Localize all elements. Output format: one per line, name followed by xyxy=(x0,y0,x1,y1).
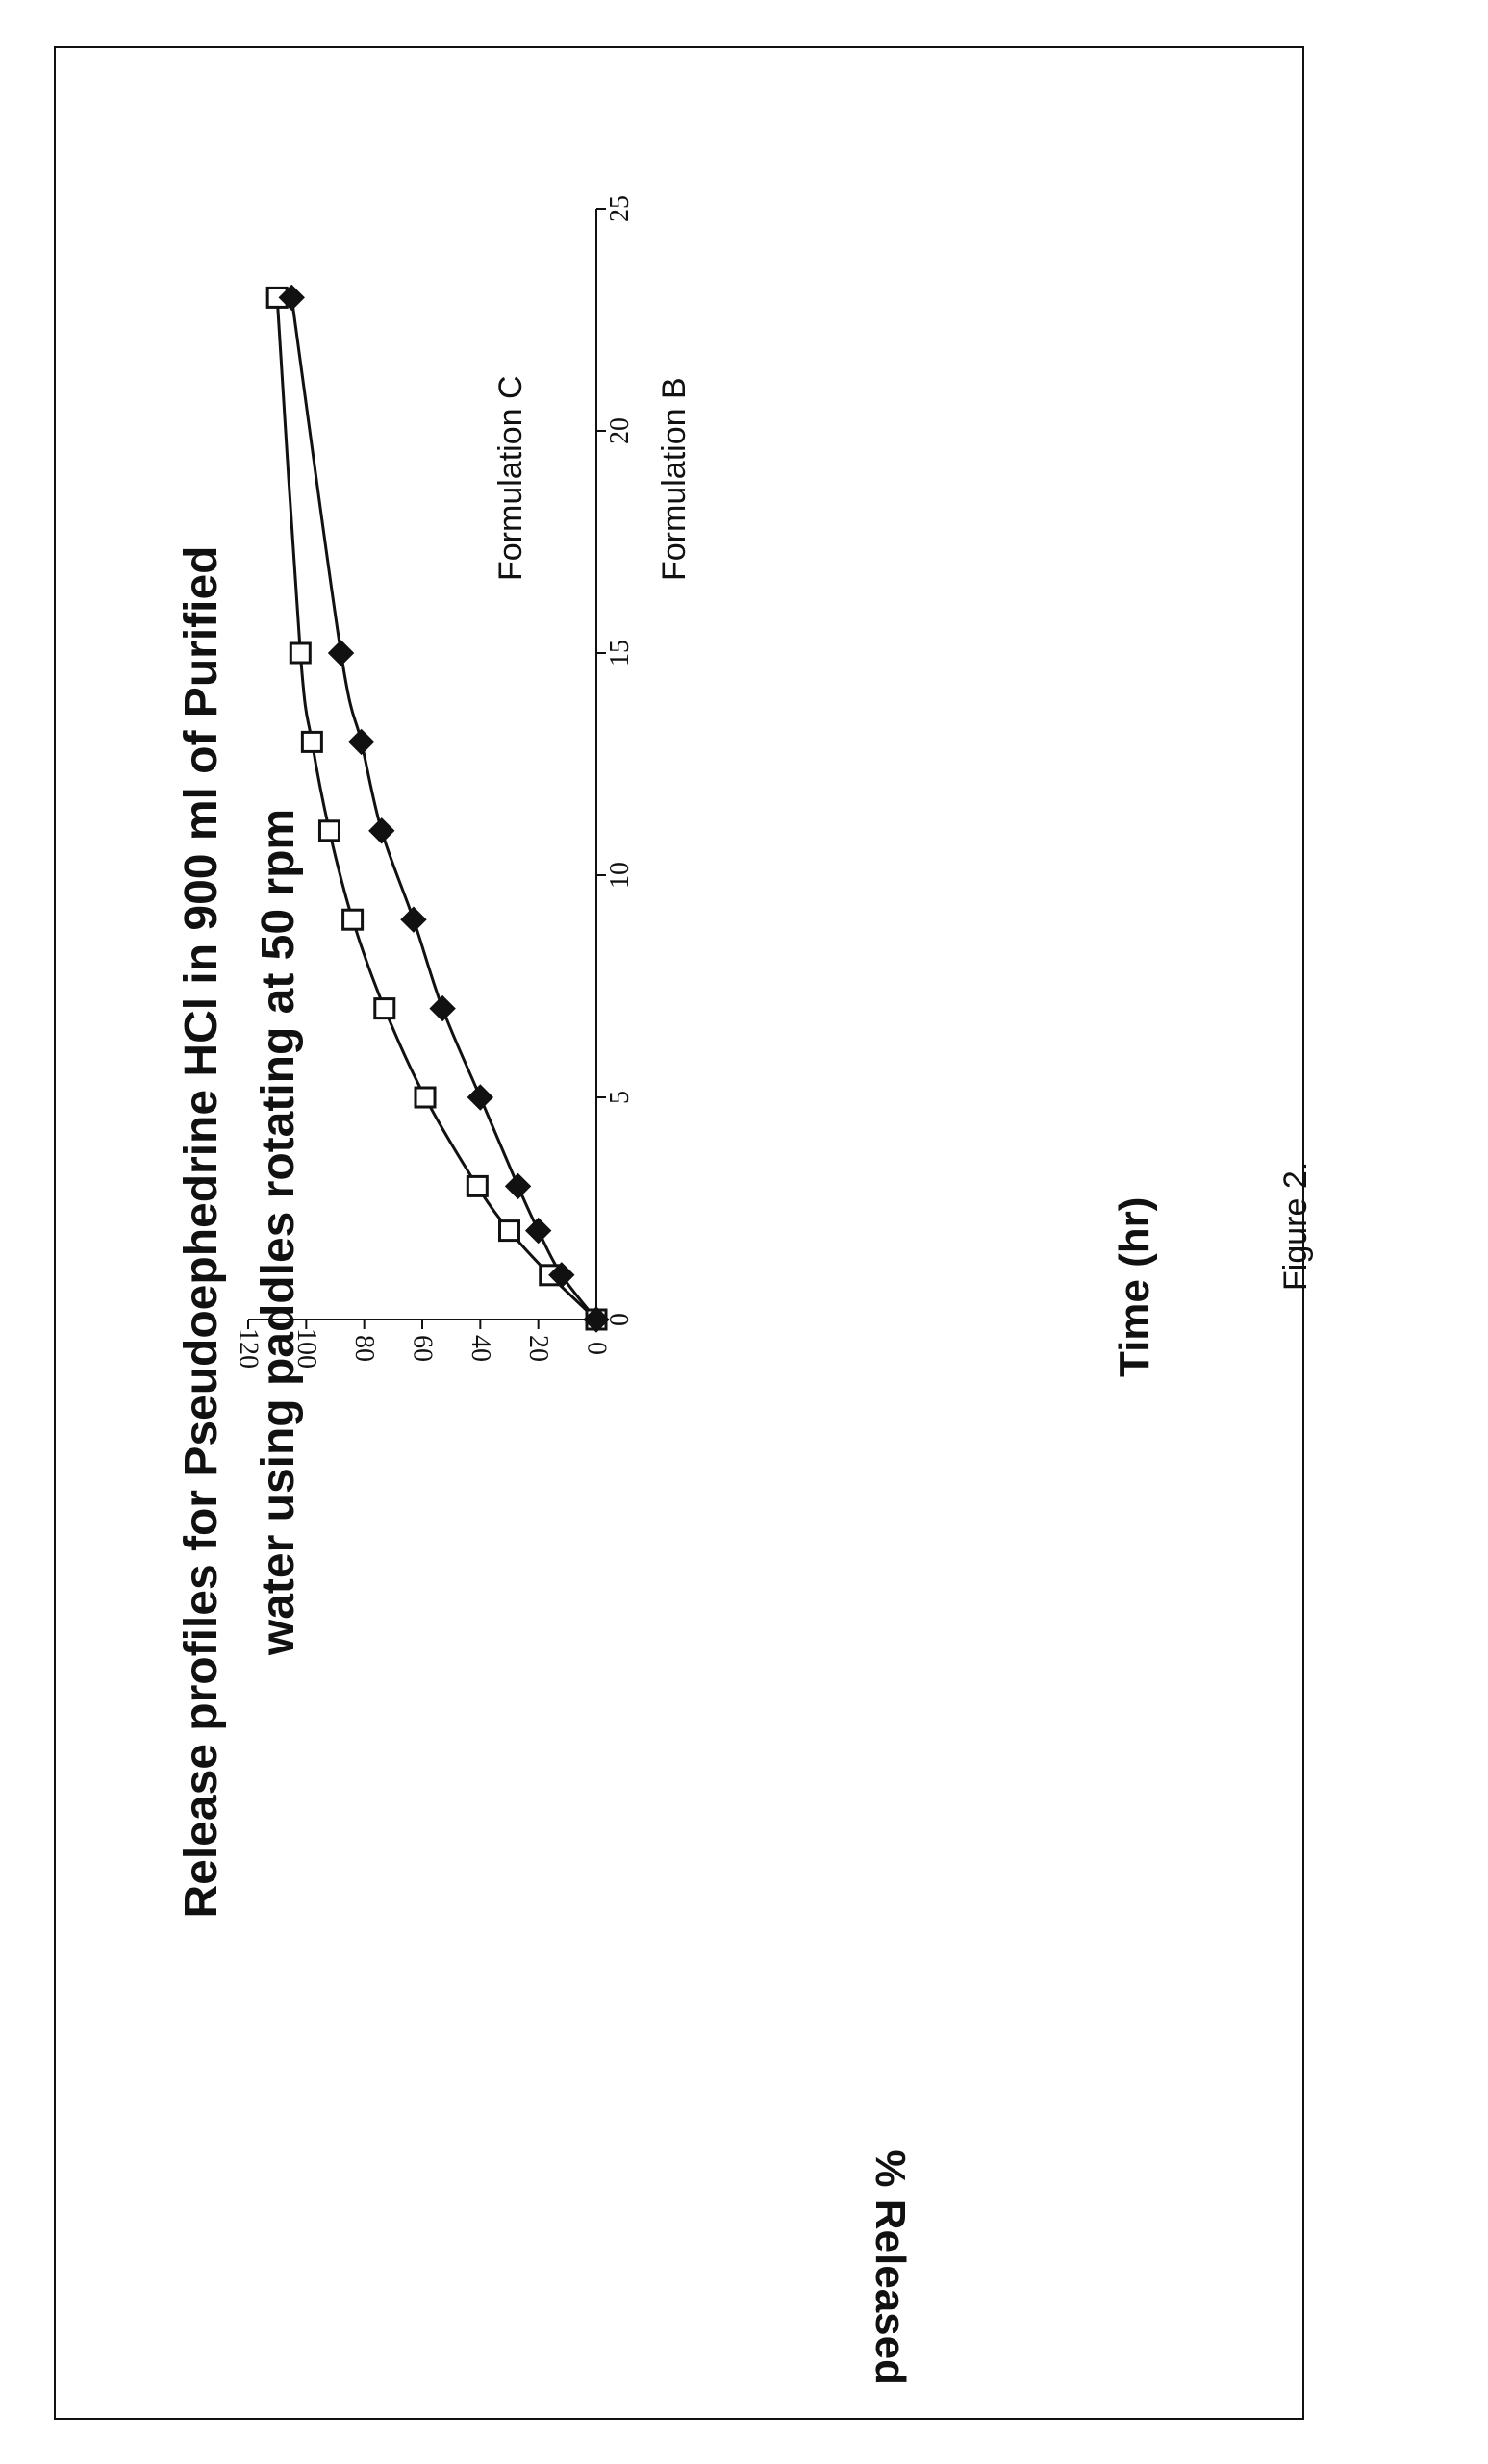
x-tick-label: 10 xyxy=(605,862,635,889)
y-axis-title: % Released xyxy=(866,2150,914,2385)
data-point-diamond xyxy=(467,1085,492,1110)
series-markers xyxy=(267,285,609,1332)
y-tick-label: 20 xyxy=(523,1335,553,1362)
y-tick-label-group: 40 xyxy=(466,1335,495,1362)
data-point-square xyxy=(319,821,339,841)
data-point-diamond xyxy=(369,818,394,843)
data-point-square xyxy=(467,1176,487,1195)
data-point-diamond xyxy=(526,1219,551,1244)
data-point-square xyxy=(416,1088,435,1107)
y-tick-label-group: 80 xyxy=(349,1335,379,1362)
data-point-square xyxy=(500,1221,519,1241)
data-point-diamond xyxy=(329,641,354,666)
data-point-square xyxy=(302,732,321,751)
data-point-square xyxy=(290,643,310,663)
y-tick-label: 100 xyxy=(291,1328,321,1369)
data-point-diamond xyxy=(506,1173,531,1198)
series-lines xyxy=(277,297,596,1320)
y-tick-label: 60 xyxy=(408,1335,438,1362)
data-point-diamond xyxy=(430,996,455,1021)
y-tick-label-group: 20 xyxy=(523,1335,553,1362)
axes: 0 5 10 15 20 25 0 20 40 60 80 100 120 xyxy=(234,195,636,1369)
figure-label: Figure 2. xyxy=(1277,1162,1315,1291)
series-line-0 xyxy=(277,297,596,1320)
y-tick-label: 120 xyxy=(234,1328,264,1369)
x-tick-label: 0 xyxy=(605,1313,635,1326)
x-tick-label: 5 xyxy=(605,1091,635,1104)
x-tick-label: 25 xyxy=(605,195,635,222)
data-point-square xyxy=(375,999,394,1018)
y-tick-label-group: 120 xyxy=(234,1328,264,1369)
x-tick-label: 15 xyxy=(605,640,635,666)
y-tick-label-group: 100 xyxy=(291,1328,321,1369)
y-tick-label: 0 xyxy=(582,1342,612,1355)
y-tick-label-group: 0 xyxy=(582,1342,612,1355)
y-tick-label: 40 xyxy=(466,1335,495,1362)
y-tick-label: 80 xyxy=(349,1335,379,1362)
x-tick-label: 20 xyxy=(605,417,635,444)
y-tick-label-group: 60 xyxy=(408,1335,438,1362)
x-axis-title: Time (hr) xyxy=(1111,1197,1159,1377)
data-point-square xyxy=(343,910,363,929)
data-point-diamond xyxy=(401,907,426,932)
series-line-1 xyxy=(291,297,596,1320)
data-point-diamond xyxy=(349,729,374,754)
